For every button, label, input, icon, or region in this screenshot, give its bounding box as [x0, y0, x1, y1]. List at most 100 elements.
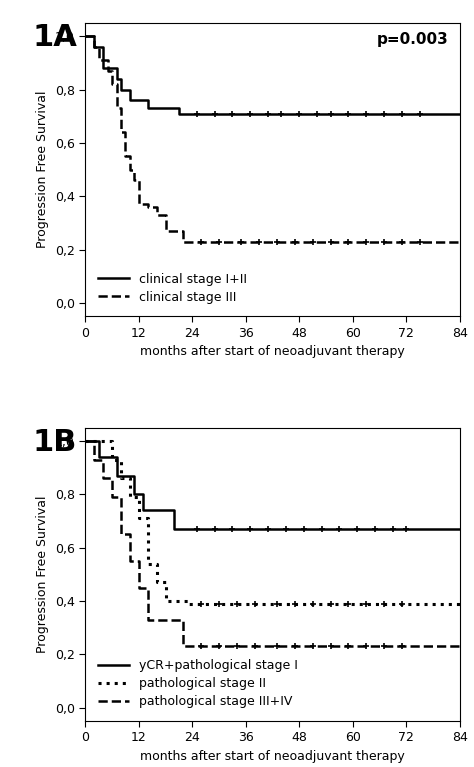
- yCR+pathological stage I: [154, 505, 159, 515]
- yCR+pathological stage I: [140, 505, 146, 515]
- clinical stage III: [154, 210, 159, 219]
- clinical stage I+II: [118, 85, 124, 94]
- clinical stage III: [109, 80, 115, 89]
- pathological stage II: [109, 436, 115, 446]
- yCR+pathological stage I: [140, 490, 146, 499]
- pathological stage III+IV: [100, 455, 106, 464]
- pathological stage II: [100, 436, 106, 446]
- pathological stage II: [127, 474, 133, 483]
- clinical stage III: [145, 199, 151, 209]
- pathological stage III+IV: [145, 615, 151, 624]
- clinical stage III: [127, 165, 133, 174]
- clinical stage I+II: [145, 104, 151, 113]
- clinical stage I+II: [163, 104, 168, 113]
- pathological stage III+IV: [91, 455, 97, 464]
- clinical stage III: [109, 67, 115, 76]
- pathological stage II: [185, 597, 191, 606]
- clinical stage I+II: [185, 109, 191, 118]
- clinical stage I+II: [176, 104, 182, 113]
- yCR+pathological stage I: [131, 490, 137, 499]
- pathological stage III+IV: [172, 615, 177, 624]
- pathological stage II: [136, 514, 142, 523]
- clinical stage III: [100, 56, 106, 65]
- clinical stage I+II: [87, 31, 92, 41]
- pathological stage III+IV: [136, 556, 142, 565]
- Line: yCR+pathological stage I: yCR+pathological stage I: [85, 441, 460, 529]
- pathological stage II: [145, 559, 151, 568]
- clinical stage I+II: [457, 109, 463, 118]
- yCR+pathological stage I: [96, 436, 101, 446]
- yCR+pathological stage I: [185, 525, 191, 534]
- clinical stage III: [123, 128, 128, 137]
- pathological stage II: [127, 492, 133, 502]
- pathological stage II: [154, 578, 159, 587]
- clinical stage III: [172, 226, 177, 235]
- clinical stage III: [114, 80, 119, 89]
- clinical stage III: [105, 56, 110, 65]
- yCR+pathological stage I: [457, 525, 463, 534]
- pathological stage III+IV: [181, 642, 186, 651]
- pathological stage III+IV: [109, 492, 115, 502]
- pathological stage III+IV: [118, 492, 124, 502]
- clinical stage III: [118, 104, 124, 113]
- pathological stage III+IV: [100, 474, 106, 483]
- Text: p=0.003: p=0.003: [377, 31, 448, 47]
- Y-axis label: Progression Free Survival: Progression Free Survival: [36, 91, 49, 249]
- clinical stage I+II: [100, 64, 106, 73]
- clinical stage III: [82, 31, 88, 41]
- clinical stage III: [131, 176, 137, 185]
- clinical stage I+II: [136, 96, 142, 105]
- pathological stage III+IV: [136, 583, 142, 592]
- yCR+pathological stage I: [123, 471, 128, 480]
- pathological stage II: [109, 455, 115, 464]
- clinical stage III: [118, 128, 124, 137]
- yCR+pathological stage I: [172, 505, 177, 515]
- clinical stage I+II: [109, 64, 115, 73]
- pathological stage III+IV: [190, 642, 195, 651]
- clinical stage III: [105, 67, 110, 76]
- pathological stage II: [118, 474, 124, 483]
- clinical stage I+II: [127, 96, 133, 105]
- X-axis label: months after start of neoadjuvant therapy: months after start of neoadjuvant therap…: [140, 345, 405, 358]
- pathological stage III+IV: [118, 530, 124, 539]
- pathological stage II: [154, 559, 159, 568]
- clinical stage III: [96, 56, 101, 65]
- pathological stage II: [118, 455, 124, 464]
- clinical stage III: [91, 31, 97, 41]
- clinical stage I+II: [91, 42, 97, 51]
- clinical stage I+II: [127, 85, 133, 94]
- clinical stage III: [457, 237, 463, 246]
- clinical stage I+II: [114, 74, 119, 84]
- clinical stage III: [127, 152, 133, 161]
- yCR+pathological stage I: [114, 471, 119, 480]
- clinical stage III: [154, 202, 159, 212]
- pathological stage II: [145, 514, 151, 523]
- clinical stage III: [163, 226, 168, 235]
- yCR+pathological stage I: [185, 525, 191, 534]
- pathological stage III+IV: [127, 530, 133, 539]
- yCR+pathological stage I: [82, 436, 88, 446]
- clinical stage III: [172, 226, 177, 235]
- Line: pathological stage II: pathological stage II: [85, 441, 460, 604]
- pathological stage III+IV: [145, 583, 151, 592]
- pathological stage III+IV: [109, 474, 115, 483]
- pathological stage II: [136, 492, 142, 502]
- Line: pathological stage III+IV: pathological stage III+IV: [85, 441, 460, 647]
- clinical stage I+II: [185, 109, 191, 118]
- clinical stage III: [100, 56, 106, 65]
- clinical stage III: [136, 199, 142, 209]
- pathological stage II: [163, 578, 168, 587]
- yCR+pathological stage I: [131, 471, 137, 480]
- clinical stage I+II: [109, 64, 115, 73]
- Legend: yCR+pathological stage I, pathological stage II, pathological stage III+IV: yCR+pathological stage I, pathological s…: [91, 653, 304, 715]
- clinical stage III: [190, 237, 195, 246]
- Text: 1B: 1B: [33, 428, 77, 456]
- pathological stage III+IV: [190, 642, 195, 651]
- yCR+pathological stage I: [123, 471, 128, 480]
- clinical stage I+II: [91, 31, 97, 41]
- Line: clinical stage III: clinical stage III: [85, 36, 460, 242]
- yCR+pathological stage I: [114, 453, 119, 462]
- clinical stage I+II: [136, 96, 142, 105]
- pathological stage III+IV: [127, 556, 133, 565]
- pathological stage III+IV: [91, 436, 97, 446]
